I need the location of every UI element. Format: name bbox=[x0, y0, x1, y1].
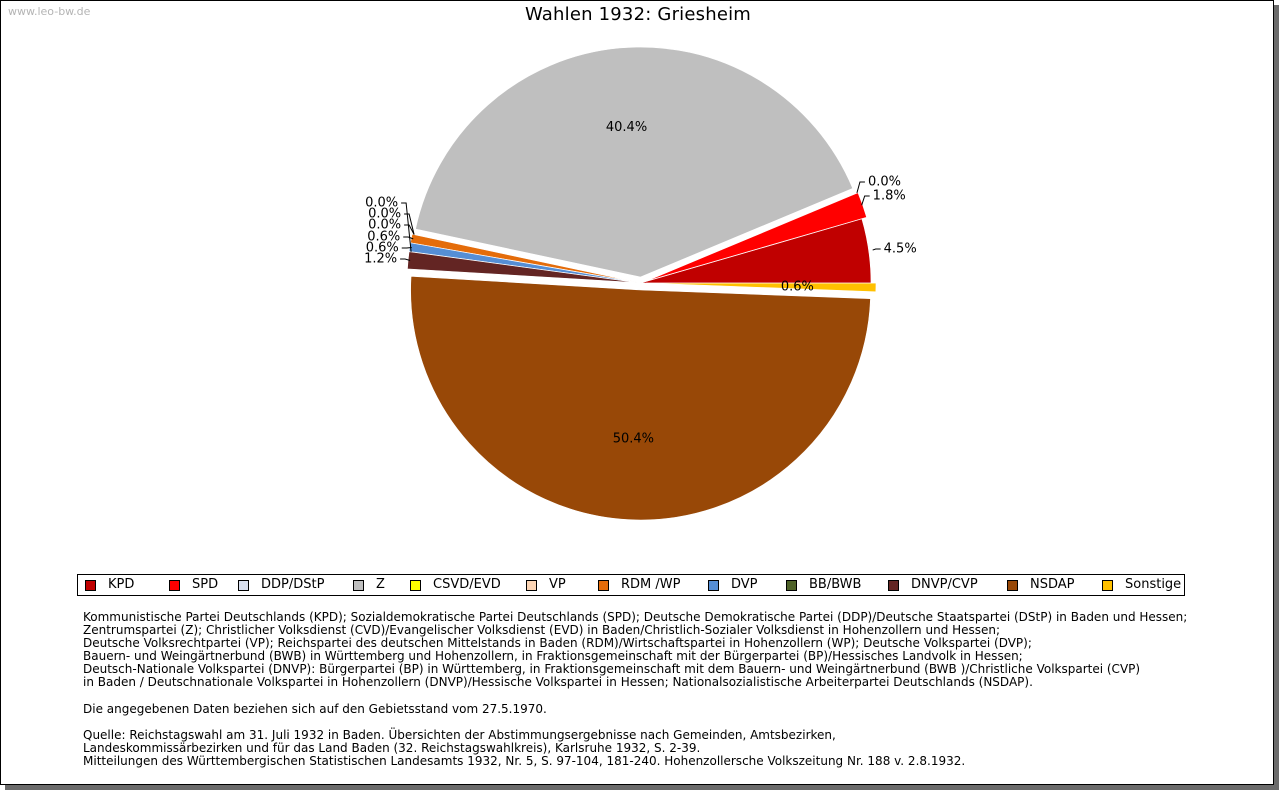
legend-label: Sonstige bbox=[1125, 577, 1182, 592]
legend-label: RDM /WP bbox=[621, 577, 681, 592]
leader-line-spd bbox=[861, 195, 870, 206]
legend-swatch bbox=[238, 580, 249, 591]
note-line: Deutsch-Nationale Volkspartei (DNVP): Bü… bbox=[83, 662, 1141, 677]
pie-slice-spd bbox=[645, 192, 867, 282]
legend-label: DNVP/CVP bbox=[911, 577, 978, 592]
note-line: Mitteilungen des Württembergischen Stati… bbox=[83, 754, 966, 769]
leader-line-bb-bwb bbox=[401, 202, 412, 252]
data-label-rdm-wp: 0.6% bbox=[367, 230, 400, 245]
data-label-vp: 0.0% bbox=[368, 218, 401, 233]
legend-label: NSDAP bbox=[1030, 577, 1075, 592]
legend-label: CSVD/EVD bbox=[433, 577, 501, 592]
legend-label: Z bbox=[376, 577, 385, 592]
watermark: www.leo-bw.de bbox=[8, 5, 91, 18]
leader-line-vp bbox=[404, 224, 415, 235]
leader-line-dnvp-cvp bbox=[400, 258, 411, 261]
note-line: Quelle: Reichstagswahl am 31. Juli 1932 … bbox=[83, 727, 836, 742]
legend-swatch bbox=[1007, 580, 1018, 591]
pie-slice-nsdap bbox=[410, 275, 871, 521]
data-label-z: 40.4% bbox=[606, 120, 647, 135]
legend-label: DDP/DStP bbox=[261, 577, 325, 592]
data-label-ddp-dstp: 0.0% bbox=[868, 175, 901, 190]
legend-swatch bbox=[1102, 580, 1113, 591]
data-label-nsdap: 50.4% bbox=[613, 432, 654, 447]
legend-swatch bbox=[169, 580, 180, 591]
leader-line-dvp bbox=[401, 246, 412, 249]
legend-label: VP bbox=[549, 577, 566, 592]
data-label-dnvp-cvp: 1.2% bbox=[364, 252, 397, 267]
pie-slice-sonstige bbox=[645, 282, 877, 293]
data-label-kpd: 4.5% bbox=[884, 242, 917, 257]
legend-swatch bbox=[85, 580, 96, 591]
legend-swatch bbox=[708, 580, 719, 591]
legend-swatch bbox=[410, 580, 421, 591]
note-line bbox=[83, 716, 1263, 729]
data-label-sonstige: 0.6% bbox=[781, 279, 814, 294]
data-label-csvd-evd: 0.0% bbox=[368, 207, 401, 222]
leader-line-csvd-evd bbox=[404, 213, 415, 235]
note-line: Landeskommissärbezirken und für das Land… bbox=[83, 740, 701, 755]
legend-swatch bbox=[353, 580, 364, 591]
pie-slice-z bbox=[415, 46, 854, 278]
legend-swatch bbox=[888, 580, 899, 591]
legend-swatch bbox=[786, 580, 797, 591]
note-line bbox=[83, 690, 1263, 703]
note-line: Die angegebenen Daten beziehen sich auf … bbox=[83, 701, 547, 716]
note-line: Zentrumspartei (Z); Christlicher Volksdi… bbox=[83, 623, 1001, 638]
legend-label: KPD bbox=[108, 577, 135, 592]
legend-label: BB/BWB bbox=[809, 577, 862, 592]
data-label-dvp: 0.6% bbox=[366, 241, 399, 256]
notes: Kommunistische Partei Deutschlands (KPD)… bbox=[83, 610, 1263, 769]
chart-title: Wahlen 1932: Griesheim bbox=[524, 4, 752, 25]
note-line: Deutsche Volksrechtpartei (VP); Reichspa… bbox=[83, 636, 1032, 651]
note-line: Bauern- und Weingärtnerbund (BWB) in Wür… bbox=[83, 649, 1023, 664]
leader-line-kpd bbox=[872, 248, 881, 251]
leader-line-ddp-dstp bbox=[856, 181, 865, 193]
data-label-spd: 1.8% bbox=[873, 189, 906, 204]
legend-swatch bbox=[598, 580, 609, 591]
legend-label: SPD bbox=[192, 577, 219, 592]
legend: KPD SPD DDP/DStP Z CSVD/EVD VP RDM /WP DVP BB/BW… bbox=[77, 574, 1185, 596]
legend-swatch bbox=[526, 580, 537, 591]
data-label-bb-bwb: 0.0% bbox=[365, 196, 398, 211]
legend-label: DVP bbox=[731, 577, 758, 592]
leader-line-rdm-wp bbox=[403, 236, 414, 240]
note-line: in Baden / Deutschnationale Volkspartei … bbox=[83, 675, 1033, 690]
pie-chart: 40.4%50.4%0.6%0.0%1.8%4.5%0.0%0.0%0.0%0.… bbox=[364, 46, 917, 521]
note-line: Kommunistische Partei Deutschlands (KPD)… bbox=[83, 610, 1188, 624]
